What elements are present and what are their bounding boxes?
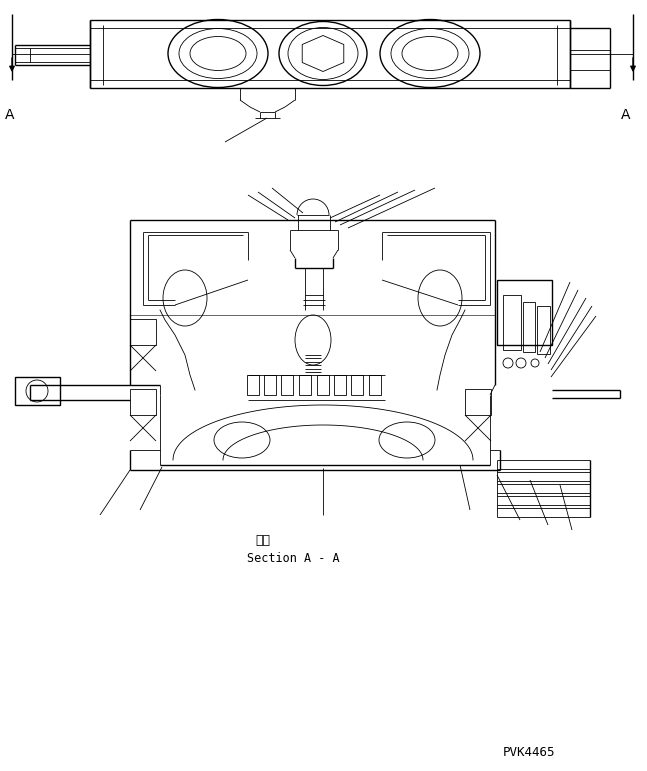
Bar <box>497 280 552 345</box>
Bar <box>465 389 491 415</box>
Bar <box>264 375 276 395</box>
Bar <box>503 295 521 350</box>
Bar <box>351 375 363 395</box>
Text: A: A <box>5 108 14 122</box>
Bar <box>15 377 60 405</box>
Bar <box>334 375 346 395</box>
Bar <box>130 319 156 345</box>
Bar <box>537 306 550 354</box>
Bar <box>130 389 156 415</box>
Bar <box>523 302 535 352</box>
Text: PVK4465: PVK4465 <box>503 746 556 759</box>
Bar <box>317 375 329 395</box>
Bar <box>247 375 259 395</box>
Bar <box>281 375 293 395</box>
Text: Section A - A: Section A - A <box>247 551 340 564</box>
Text: 断面: 断面 <box>255 534 270 547</box>
Text: A: A <box>621 108 630 122</box>
Bar <box>299 375 311 395</box>
Bar <box>369 375 381 395</box>
